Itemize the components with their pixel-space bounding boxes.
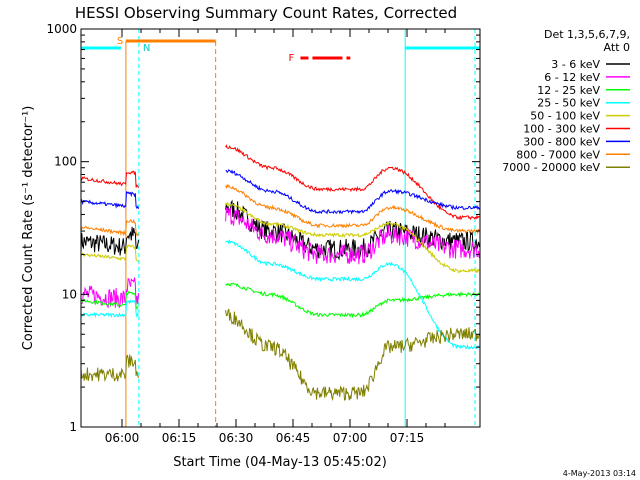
series-line-post-2 — [225, 282, 480, 319]
x-tick-label: 07:00 — [333, 431, 368, 445]
series-line-post-3 — [225, 239, 480, 350]
legend-entry-label: 50 - 100 keV — [530, 110, 600, 123]
legend-entry-label: 12 - 25 keV — [537, 84, 600, 97]
y-tick-label: 1 — [69, 420, 77, 434]
series-line-pre-3 — [80, 299, 139, 319]
legend-entry-label: 300 - 800 keV — [523, 135, 600, 148]
legend-header-line-1: Det 1,3,5,6,7,9, — [544, 28, 630, 41]
y-tick-label: 10 — [62, 287, 77, 301]
series-line-pre-8 — [80, 354, 139, 383]
series-line-post-7 — [225, 183, 480, 235]
saa-flag-label: S — [117, 36, 123, 47]
series-line-pre-5 — [80, 170, 139, 189]
legend-entry-label: 7000 - 20000 keV — [502, 161, 600, 174]
legend-entry-label: 800 - 7000 keV — [516, 148, 600, 161]
series-line-pre-6 — [80, 191, 139, 210]
series-line-post-0 — [225, 199, 480, 261]
series-line-post-4 — [225, 201, 480, 274]
y-tick-label: 100 — [54, 155, 77, 169]
series-layer — [80, 144, 480, 402]
legend-entry-label: 25 - 50 keV — [537, 97, 600, 110]
flare-flag-label: F — [288, 53, 294, 64]
legend-entry-label: 6 - 12 keV — [544, 71, 600, 84]
plot-frame — [80, 28, 481, 428]
x-tick-label: 06:15 — [162, 431, 197, 445]
series-line-post-8 — [225, 308, 480, 402]
legend-header-line-2: Att 0 — [604, 41, 630, 54]
y-axis-label: Corrected Count Rate (s⁻¹ detector⁻¹) — [21, 106, 36, 351]
x-tick-label: 07:15 — [390, 431, 425, 445]
x-tick-label: 06:30 — [219, 431, 254, 445]
series-line-pre-7 — [80, 218, 139, 237]
series-line-pre-4 — [80, 244, 139, 262]
legend-entry-label: 100 - 300 keV — [523, 123, 600, 136]
footer-date: 4-May-2013 03:14 — [563, 469, 636, 478]
series-line-post-1 — [225, 207, 480, 265]
chart-title: HESSI Observing Summary Count Rates, Cor… — [75, 4, 457, 22]
x-axis-label: Start Time (04-May-13 05:45:02) — [173, 455, 387, 470]
x-tick-label: 06:00 — [105, 431, 140, 445]
legend-entry-label: 3 - 6 keV — [551, 58, 600, 71]
y-tick-label: 1000 — [46, 22, 77, 36]
series-line-pre-2 — [80, 290, 139, 310]
axes: 1 10 100 1000 06:00 06:15 06:30 06:45 07:00 07:15 — [46, 22, 480, 445]
series-line-pre-0 — [80, 226, 139, 256]
series-line-pre-1 — [80, 277, 139, 309]
x-tick-label: 06:45 — [276, 431, 311, 445]
night-flag-label: N — [143, 43, 150, 54]
series-line-post-6 — [225, 169, 480, 215]
series-line-post-5 — [225, 144, 480, 221]
